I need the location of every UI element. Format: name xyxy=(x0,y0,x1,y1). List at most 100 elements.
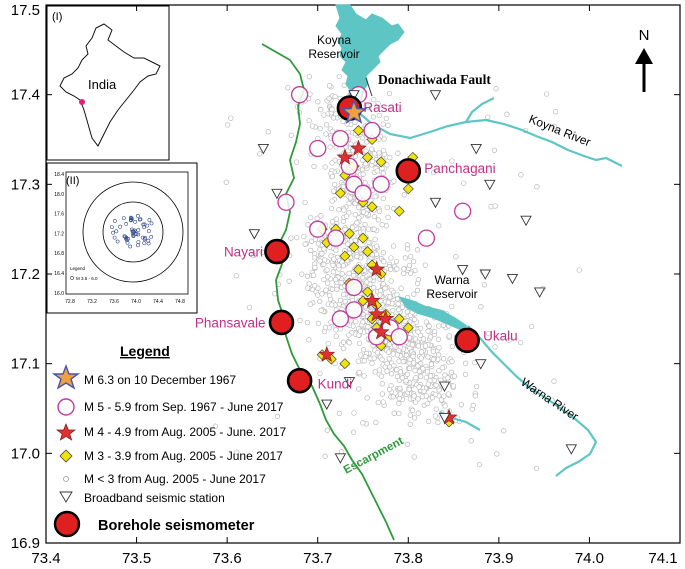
minor-event xyxy=(376,367,383,373)
minor-event xyxy=(394,352,400,358)
minor-event xyxy=(306,117,312,124)
m5-event xyxy=(345,278,363,297)
minor-event xyxy=(336,73,342,80)
minor-event xyxy=(297,317,303,323)
minor-event xyxy=(329,198,335,204)
minor-event xyxy=(407,412,414,418)
minor-event xyxy=(346,270,352,276)
koyna-river xyxy=(357,111,623,167)
minor-event xyxy=(233,273,239,279)
minor-event xyxy=(449,358,455,365)
minor-event xyxy=(234,449,240,455)
minor-event xyxy=(431,377,437,384)
minor-event xyxy=(321,276,327,283)
y-tick-label: 17.0 xyxy=(11,445,40,462)
minor-event xyxy=(338,280,344,286)
minor-event xyxy=(411,316,418,323)
borehole-station-phansavale xyxy=(268,309,295,336)
minor-event xyxy=(430,348,437,355)
m5-event xyxy=(309,139,327,158)
escarpment-line xyxy=(261,43,395,541)
minor-event xyxy=(330,262,336,268)
minor-event xyxy=(438,397,445,403)
minor-event xyxy=(411,291,417,297)
broadband-station-icon xyxy=(474,359,487,370)
inset-ii-event xyxy=(136,232,141,237)
legend-symbol-borehole xyxy=(53,510,81,538)
minor-event xyxy=(422,262,428,268)
inset-ii-y-ticks: 18.4 18.0 17.6 17.2 16.8 16.4 16.0 xyxy=(54,172,64,297)
inset-ii-event xyxy=(140,235,145,240)
minor-event xyxy=(376,112,383,119)
minor-event xyxy=(342,298,348,305)
inset-ii-frame xyxy=(65,171,189,295)
minor-event xyxy=(449,158,455,164)
legend-label-borehole: Borehole seismometer xyxy=(98,518,255,534)
minor-event xyxy=(418,355,424,361)
minor-event xyxy=(351,410,357,416)
minor-event xyxy=(504,111,510,117)
minor-event xyxy=(317,125,323,132)
fault-pointer xyxy=(365,77,373,97)
minor-event xyxy=(407,356,413,363)
minor-event xyxy=(405,246,411,252)
minor-event xyxy=(576,267,582,273)
minor-event xyxy=(428,361,435,367)
m3-event xyxy=(362,246,374,258)
minor-event xyxy=(472,393,478,399)
minor-event xyxy=(366,239,372,245)
minor-event xyxy=(274,413,281,419)
m5-event xyxy=(290,86,309,104)
minor-event xyxy=(343,213,350,219)
legend-label-m3: M 3 - 3.9 from Aug. 2005 - June 2017 xyxy=(84,449,283,463)
minor-event xyxy=(408,253,414,260)
minor-event xyxy=(470,402,476,409)
koyna-reservoir-arm xyxy=(360,28,386,40)
m5-event xyxy=(345,301,363,319)
minor-event xyxy=(551,123,557,130)
minor-event xyxy=(373,419,379,426)
inset-ii-events xyxy=(110,213,154,249)
m4-event xyxy=(368,260,386,277)
broadband-station-icon xyxy=(533,287,546,298)
minor-event xyxy=(331,181,338,188)
broadband-station-icon xyxy=(248,229,261,240)
koyna-reservoir xyxy=(335,4,405,109)
minor-event xyxy=(379,165,385,171)
inset-ii-y-tick: 16.8 xyxy=(54,251,64,257)
minor-event xyxy=(406,335,413,341)
minor-event xyxy=(420,336,427,342)
m3-event xyxy=(402,322,414,334)
minor-event xyxy=(379,356,385,363)
inset-india: (I) India xyxy=(46,5,170,161)
minor-event xyxy=(394,291,400,298)
minor-event xyxy=(407,270,414,276)
minor-event xyxy=(468,438,474,444)
minor-event xyxy=(431,328,438,335)
m5-event xyxy=(390,328,408,346)
minor-event xyxy=(360,171,366,177)
minor-event xyxy=(359,275,366,281)
minor-event xyxy=(440,322,447,328)
minor-event xyxy=(327,144,333,150)
m4-event xyxy=(368,305,386,322)
minor-event xyxy=(492,344,498,350)
minor-event xyxy=(388,255,394,261)
broadband-station-icon xyxy=(429,197,442,209)
legend-title: Legend xyxy=(120,343,170,359)
minor-event xyxy=(428,373,434,379)
x-tick-label: 73.5 xyxy=(122,550,151,567)
minor-event xyxy=(478,304,484,310)
minor-event xyxy=(399,304,406,310)
minor-event xyxy=(370,114,377,120)
minor-event xyxy=(543,91,550,97)
broadband-station-icon xyxy=(343,377,356,388)
minor-event xyxy=(461,180,467,186)
minor-event xyxy=(360,347,367,353)
m3-event xyxy=(339,358,351,370)
minor-event xyxy=(305,222,311,228)
inset-ii-x-ticks: 72.8 73.2 73.6 74.0 74.4 74.8 xyxy=(65,299,185,305)
minor-event xyxy=(409,407,416,414)
inset-ii-event xyxy=(113,219,117,223)
